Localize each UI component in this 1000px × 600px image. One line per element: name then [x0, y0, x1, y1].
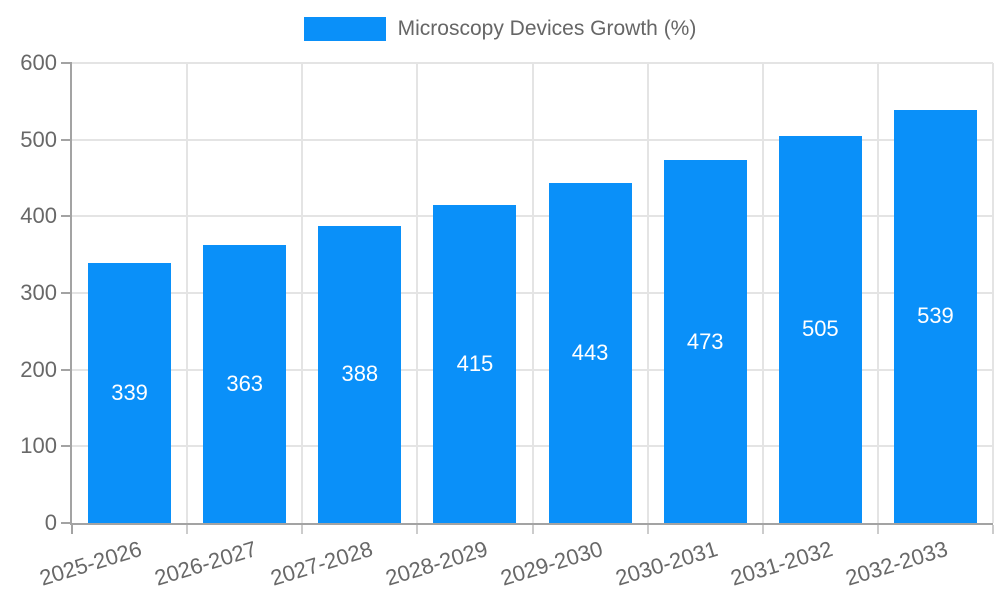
x-tick-label: 2032-2033 [842, 536, 951, 591]
x-axis-tick [186, 525, 189, 534]
bar[interactable] [893, 109, 977, 523]
gridline-vertical [416, 63, 419, 523]
gridline-vertical [186, 63, 189, 523]
gridline-vertical [876, 63, 879, 523]
x-axis-tick [71, 525, 73, 534]
y-tick-label: 200 [20, 356, 57, 382]
bar-value-label: 415 [456, 350, 494, 376]
x-tick-label: 2029-2030 [497, 536, 606, 591]
y-axis-tick [61, 138, 72, 141]
x-axis-tick [646, 525, 649, 534]
x-tick-label: 2026-2027 [152, 536, 260, 591]
bar-value-label: 339 [111, 380, 148, 406]
bar[interactable] [318, 225, 402, 523]
legend[interactable]: Microscopy Devices Growth (%) [0, 17, 1000, 41]
gridline-vertical [531, 63, 534, 523]
x-tick-label: 2030-2031 [612, 536, 721, 591]
gridline-vertical [761, 63, 764, 523]
y-axis-line [70, 63, 72, 525]
bar[interactable] [433, 204, 517, 523]
y-axis-tick [61, 292, 72, 294]
y-tick-label: 600 [20, 50, 57, 75]
bar[interactable] [548, 183, 632, 523]
bar[interactable] [663, 160, 747, 523]
bar-value-label: 473 [686, 328, 724, 354]
x-tick-label: 2027-2028 [267, 536, 376, 591]
y-axis-tick [61, 368, 72, 371]
y-axis-tick [61, 445, 72, 448]
bar-value-label: 363 [226, 370, 264, 396]
x-axis-tick [876, 525, 879, 534]
y-axis-tick [61, 215, 72, 218]
y-tick-label: 400 [20, 203, 57, 229]
y-tick-label: 500 [20, 126, 57, 152]
x-axis-tick [416, 525, 419, 534]
x-tick-label: 2031-2032 [727, 536, 836, 591]
y-axis-tick [61, 62, 72, 64]
bar-value-label: 443 [571, 340, 609, 366]
legend-label: Microscopy Devices Growth (%) [397, 17, 697, 40]
y-tick-label: 300 [20, 280, 57, 305]
legend-swatch [303, 17, 386, 41]
bar-value-label: 388 [341, 361, 379, 387]
y-axis-tick [61, 522, 72, 524]
y-tick-label: 0 [44, 510, 57, 535]
gridline-vertical [646, 63, 649, 523]
x-axis-tick [531, 525, 534, 534]
x-tick-label: 2025-2026 [36, 536, 145, 591]
bar[interactable] [88, 263, 172, 523]
bar[interactable] [203, 244, 287, 523]
x-axis-tick [992, 525, 994, 534]
bar-value-label: 505 [801, 316, 839, 342]
x-axis-tick [761, 525, 764, 534]
gridline-vertical [992, 63, 994, 523]
x-axis-tick [301, 525, 304, 534]
gridline-vertical [301, 63, 304, 523]
y-tick-label: 100 [20, 433, 57, 459]
bar[interactable] [778, 135, 862, 523]
x-tick-label: 2028-2029 [382, 536, 491, 591]
x-axis-line [72, 523, 993, 525]
bar-value-label: 539 [917, 303, 954, 329]
